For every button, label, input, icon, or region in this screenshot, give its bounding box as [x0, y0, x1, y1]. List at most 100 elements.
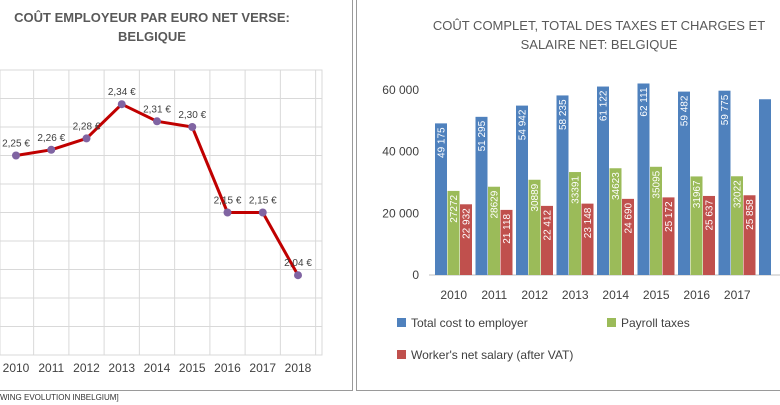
bar	[690, 176, 703, 275]
data-label: 2,30 €	[178, 110, 206, 121]
bar-value-label: 35095	[652, 170, 663, 198]
x-tick-label: 2017	[249, 361, 276, 375]
legend-label: Worker's net salary (after VAT)	[411, 348, 573, 362]
bar-value-label: 23 148	[583, 207, 594, 238]
x-tick-label: 2011	[38, 361, 64, 375]
bar	[528, 179, 541, 275]
bar-value-label: 58 235	[558, 99, 569, 130]
bar-value-label: 54 942	[518, 109, 529, 140]
data-label: 2,31 €	[143, 104, 171, 115]
bar-value-label: 59 482	[680, 95, 691, 126]
bar	[637, 83, 650, 275]
bar	[516, 105, 528, 276]
bar	[569, 172, 581, 275]
bar	[743, 195, 756, 275]
x-tick-label: 2013	[108, 361, 135, 375]
bar	[597, 86, 609, 275]
bar-value-label: 62 111	[639, 87, 650, 117]
bar-chart: COÛT COMPLET, TOTAL DES TAXES ET CHARGES…	[382, 18, 780, 362]
bar-value-label: 25 858	[745, 199, 756, 230]
bar-value-label: 28629	[490, 190, 501, 218]
bar-value-label: 51 295	[477, 120, 488, 151]
bar	[475, 116, 488, 275]
x-tick-label: 2010	[3, 361, 30, 375]
bar	[556, 95, 569, 276]
bar-value-label: 25 172	[664, 201, 675, 232]
x-tick-label: 2016	[214, 361, 241, 375]
bar-value-label: 25 637	[705, 200, 716, 231]
y-tick-label: 20 000	[382, 206, 419, 220]
data-point	[47, 145, 56, 154]
bar-chart-title-1: COÛT COMPLET, TOTAL DES TAXES ET CHARGES…	[433, 18, 765, 33]
bar-value-label: 59 775	[720, 94, 731, 125]
line-chart-panel: COÛT EMPLOYEUR PAR EURO NET VERSE: BELGI…	[0, 0, 353, 391]
x-tick-label: 2014	[602, 288, 629, 302]
bar	[662, 197, 675, 275]
bar	[731, 176, 743, 275]
x-tick-label: 2016	[683, 288, 710, 302]
bar-chart-title-2: SALAIRE NET: BELGIQUE	[521, 37, 678, 52]
data-point	[223, 208, 232, 217]
data-point	[294, 271, 302, 280]
y-tick-label: 0	[412, 268, 419, 282]
data-label: 2,34 €	[108, 87, 136, 98]
bar	[703, 195, 715, 275]
bar-value-label: 32022	[733, 180, 744, 208]
bar-value-label: 61 122	[599, 90, 610, 121]
x-tick-label: 2013	[562, 288, 589, 302]
legend-swatch	[397, 318, 406, 327]
bar-value-label: 22 932	[462, 208, 473, 239]
x-tick-label: 2010	[440, 288, 467, 302]
legend-label: Payroll taxes	[621, 316, 690, 330]
data-label: 2,15 €	[214, 196, 242, 207]
data-point	[117, 100, 126, 109]
line-chart: COÛT EMPLOYEUR PAR EURO NET VERSE: BELGI…	[0, 10, 323, 375]
data-label: 2,26 €	[37, 133, 65, 144]
bar-value-label: 34623	[611, 172, 622, 200]
data-label: 2,04 €	[284, 258, 312, 269]
bar	[581, 203, 594, 275]
x-tick-label: 2015	[179, 361, 206, 375]
x-tick-label: 2017	[724, 288, 751, 302]
x-tick-label: 2014	[144, 361, 171, 375]
bar	[678, 91, 690, 275]
source-caption: WING EVOLUTION INBELGIUM]	[0, 393, 119, 402]
data-label: 2,15 €	[249, 196, 277, 207]
line-chart-title-2: BELGIQUE	[118, 29, 186, 44]
x-tick-label: 2015	[643, 288, 670, 302]
bar	[500, 209, 513, 275]
legend-swatch	[607, 318, 616, 327]
data-label: 2,28 €	[73, 121, 101, 132]
data-point	[258, 208, 267, 217]
bar	[609, 168, 622, 275]
bar-value-label: 30889	[530, 183, 541, 211]
bar	[718, 90, 731, 275]
x-tick-label: 2011	[481, 288, 507, 302]
legend-swatch	[397, 350, 406, 359]
bar-chart-panel: COÛT COMPLET, TOTAL DES TAXES ET CHARGES…	[356, 0, 780, 391]
bar-value-label: 49 175	[437, 127, 448, 158]
plot-area	[0, 69, 323, 356]
bar	[460, 204, 472, 275]
bar-value-label: 33391	[571, 176, 582, 204]
y-tick-label: 60 000	[382, 83, 419, 97]
bar-value-label: 27272	[449, 194, 460, 222]
bar	[488, 186, 500, 275]
bar	[622, 198, 634, 275]
line-chart-title-1: COÛT EMPLOYEUR PAR EURO NET VERSE:	[14, 10, 290, 25]
bar-value-label: 21 118	[502, 213, 513, 243]
series-line	[15, 102, 300, 276]
legend-label: Total cost to employer	[411, 316, 528, 330]
x-tick-label: 2012	[73, 361, 100, 375]
bar	[650, 166, 662, 275]
data-point	[12, 151, 20, 160]
bar	[447, 190, 460, 275]
x-tick-label: 2018	[285, 361, 312, 375]
bar-value-label: 22 412	[543, 209, 554, 240]
bar-value-label: 24 690	[624, 202, 635, 233]
bar	[435, 123, 447, 276]
bar-partial	[759, 99, 771, 275]
bar-value-label: 31967	[692, 180, 703, 208]
y-tick-label: 40 000	[382, 145, 419, 159]
x-tick-label: 2012	[521, 288, 548, 302]
